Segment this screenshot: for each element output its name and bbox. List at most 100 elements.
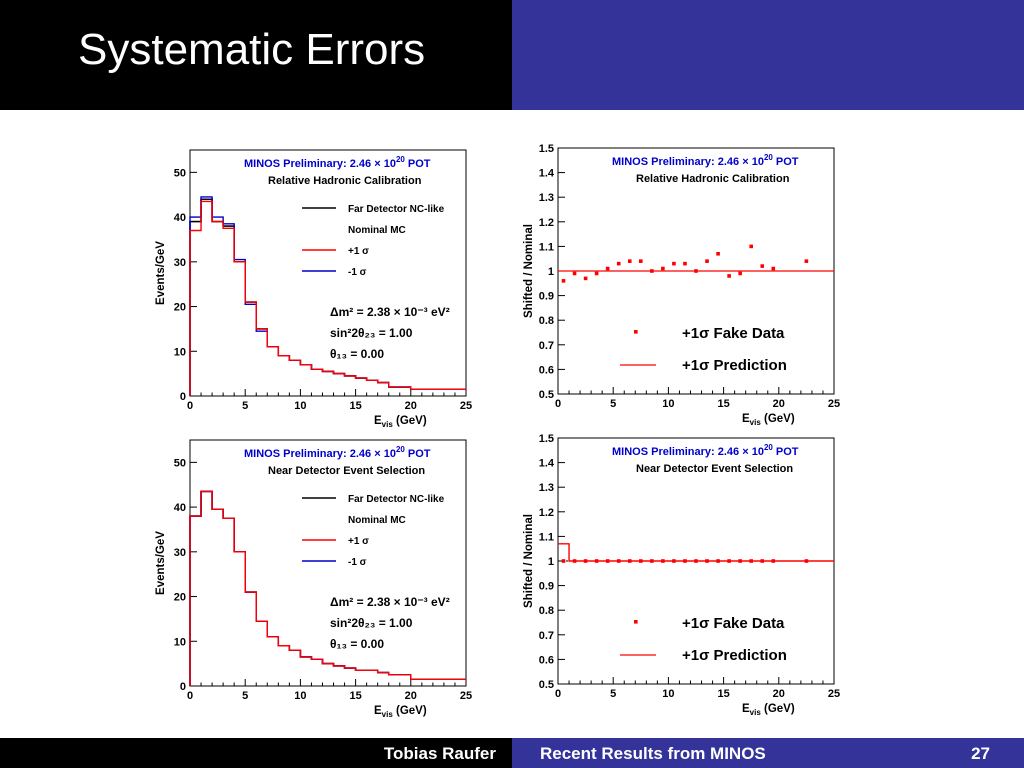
fake-data-point <box>738 271 742 276</box>
fake-data-point <box>694 559 698 563</box>
fake-data-point <box>716 251 720 256</box>
fake-data-point <box>705 559 709 563</box>
fake-data-point <box>594 271 599 276</box>
fake-data-point <box>738 559 742 563</box>
fake-data-point <box>749 559 753 563</box>
fake-data-point <box>771 266 776 271</box>
fake-data-point <box>804 259 809 263</box>
x-tick-label: 5 <box>610 688 616 700</box>
footer-talk-title: Recent Results from MINOS <box>540 744 766 763</box>
y-tick-label: 0 <box>180 681 186 693</box>
y-axis-label: Shifted / Nominal <box>523 224 535 318</box>
oscillation-annotation: sin²2θ₂₃ = 1.00 <box>330 616 413 630</box>
y-tick-label: 0.8 <box>539 315 554 327</box>
oscillation-annotation: sin²2θ₂₃ = 1.00 <box>330 326 413 340</box>
fake-data-point <box>616 261 621 266</box>
x-axis-label: Evis (GeV) <box>374 415 427 429</box>
fake-data-point <box>583 276 588 281</box>
y-tick-label: 1.4 <box>539 168 555 180</box>
y-tick-label: 0.7 <box>539 340 554 352</box>
y-tick-label: 1.2 <box>539 217 554 229</box>
y-tick-label: 50 <box>174 167 186 179</box>
fake-data-point <box>639 559 643 563</box>
fake-data-point <box>661 559 665 563</box>
y-tick-label: 1.4 <box>539 458 555 470</box>
y-tick-label: 0.6 <box>539 364 554 376</box>
y-tick-label: 0.5 <box>539 679 554 691</box>
y-tick-label: 0.6 <box>539 654 554 666</box>
chart-far-spectrum-hadronic: 0 5 10 15 20 25 0 10 20 30 40 50 Evis (GeV) Events/Ge… <box>155 149 472 429</box>
oscillation-annotation: Δm² = 2.38 × 10⁻³ eV² <box>330 305 450 319</box>
fake-data-point <box>672 559 676 563</box>
fake-data-point <box>627 259 632 263</box>
slide-title: Systematic Errors <box>78 25 426 74</box>
y-tick-label: 0.9 <box>539 291 554 303</box>
chart-subtitle: Relative Hadronic Calibration <box>268 175 422 187</box>
x-axis-label: Evis (GeV) <box>374 705 427 719</box>
oscillation-annotation: Δm² = 2.38 × 10⁻³ eV² <box>330 595 450 609</box>
fake-data-point <box>760 264 765 268</box>
fake-data-point <box>661 266 665 271</box>
header-bar-blue <box>512 0 1024 110</box>
fake-data-point <box>683 261 687 266</box>
footer-author: Tobias Raufer <box>383 744 496 763</box>
y-tick-label: 0.7 <box>539 630 554 642</box>
legend-label: Far Detector NC-like <box>348 204 445 215</box>
fake-data-point <box>616 559 621 563</box>
x-tick-label: 20 <box>773 398 785 410</box>
legend-label: +1 σ <box>348 536 369 547</box>
fake-data-point <box>683 559 687 563</box>
fake-data-point <box>727 559 731 563</box>
x-tick-label: 10 <box>294 690 306 702</box>
footer-page-number: 27 <box>971 744 990 763</box>
y-tick-label: 0.5 <box>539 389 554 401</box>
legend-label: -1 σ <box>348 557 367 568</box>
y-tick-label: 1.5 <box>539 143 554 155</box>
fake-data-point <box>705 259 709 263</box>
x-tick-label: 0 <box>555 398 561 410</box>
x-tick-label: 5 <box>242 400 248 412</box>
x-tick-label: 25 <box>460 690 472 702</box>
fake-data-point <box>650 269 654 273</box>
fake-data-point <box>727 274 731 278</box>
y-tick-label: 1.1 <box>539 241 554 253</box>
legend-label: -1 σ <box>348 267 367 278</box>
y-tick-label: 1.3 <box>539 482 554 494</box>
fake-data-point <box>583 559 588 563</box>
x-tick-label: 15 <box>717 398 729 410</box>
y-tick-label: 1.1 <box>539 531 554 543</box>
y-tick-label: 1 <box>548 266 554 278</box>
chart-header: MINOS Preliminary: 2.46 × 1020 POT <box>244 155 431 170</box>
chart-subtitle: Near Detector Event Selection <box>268 465 425 477</box>
plot-frame <box>189 439 467 687</box>
y-tick-label: 0.9 <box>539 581 554 593</box>
legend-label: +1σ Fake Data <box>682 325 785 342</box>
y-tick-label: 30 <box>174 257 186 269</box>
y-tick-label: 1.3 <box>539 192 554 204</box>
fake-data-point <box>804 559 809 563</box>
legend-swatch <box>634 330 638 334</box>
y-tick-label: 40 <box>174 502 186 514</box>
x-tick-label: 15 <box>349 400 361 412</box>
fake-data-point <box>561 559 566 563</box>
plot-frame <box>189 149 467 397</box>
y-tick-label: 0 <box>180 391 186 403</box>
chart-far-spectrum-neardet: 0 5 10 15 20 25 0 10 20 30 40 50 Evis (GeV) Events/Ge… <box>155 439 472 719</box>
y-tick-label: 40 <box>174 212 186 224</box>
y-axis-label: Events/GeV <box>155 241 167 305</box>
y-tick-label: 20 <box>174 302 186 314</box>
footer-bar-blue <box>512 738 1024 768</box>
x-tick-label: 25 <box>828 398 840 410</box>
y-tick-label: 30 <box>174 547 186 559</box>
x-tick-label: 0 <box>555 688 561 700</box>
chart-subtitle: Near Detector Event Selection <box>636 463 793 475</box>
x-tick-label: 20 <box>405 690 417 702</box>
x-tick-label: 10 <box>294 400 306 412</box>
legend-label: +1 σ <box>348 246 369 257</box>
x-tick-label: 20 <box>773 688 785 700</box>
legend-label: Nominal MC <box>348 225 406 236</box>
y-tick-label: 50 <box>174 457 186 469</box>
x-axis-label: Evis (GeV) <box>742 413 795 427</box>
legend-label: +1σ Fake Data <box>682 615 785 632</box>
fake-data-point <box>716 559 720 563</box>
